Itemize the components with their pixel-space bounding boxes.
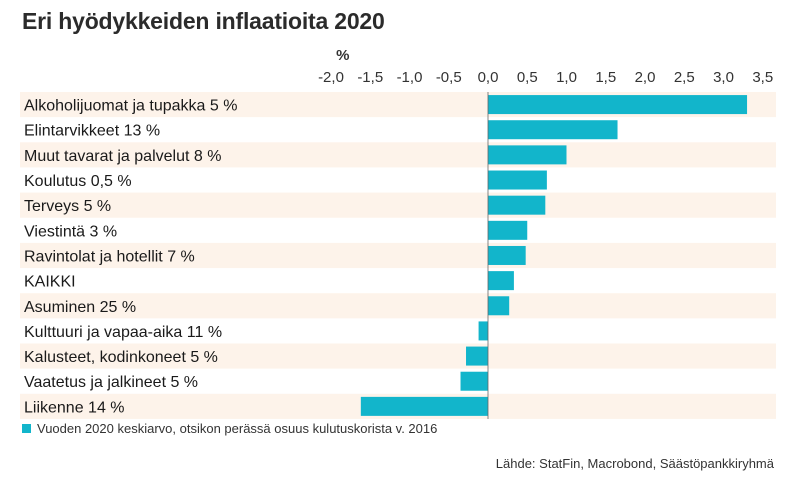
- x-tick-label: -0,5: [436, 69, 462, 86]
- bar: [488, 220, 528, 240]
- row-band: [20, 343, 776, 369]
- x-tick-label: 1,5: [595, 69, 616, 86]
- category-label: Elintarvikkeet 13 %: [24, 123, 160, 140]
- category-labels: Alkoholijuomat ja tupakka 5 % Elintarvikk…: [24, 98, 237, 417]
- x-tick-label: -1,5: [357, 69, 383, 86]
- x-tick-label: 1,0: [556, 69, 577, 86]
- category-label: Vaatetus ja jalkineet 5 %: [24, 374, 198, 391]
- x-tick-label: 3,5: [752, 69, 773, 86]
- category-label: KAIKKI: [24, 274, 76, 291]
- x-tick-label: 2,0: [635, 69, 656, 86]
- bars: [360, 95, 748, 416]
- row-band: [20, 293, 776, 319]
- bar: [360, 396, 488, 416]
- x-tick-label: 0,5: [517, 69, 538, 86]
- category-label: Kulttuuri ja vapaa-aika 11 %: [24, 324, 222, 341]
- row-band: [20, 142, 776, 168]
- bar: [488, 296, 510, 316]
- bar: [488, 95, 748, 115]
- bar: [488, 170, 547, 190]
- chart-title: Eri hyödykkeiden inflaatioita 2020: [22, 8, 385, 34]
- category-label: Kalusteet, kodinkoneet 5 %: [24, 349, 218, 366]
- category-label: Viestintä 3 %: [24, 223, 117, 240]
- bar: [466, 346, 488, 366]
- bar: [488, 145, 567, 165]
- legend-label: Vuoden 2020 keskiarvo, otsikon perässä o…: [37, 421, 438, 436]
- x-axis-unit-label: %: [336, 47, 349, 64]
- bar: [488, 271, 514, 291]
- x-tick-label: -2,0: [318, 69, 344, 86]
- row-band: [20, 242, 776, 269]
- category-label: Ravintolat ja hotellit 7 %: [24, 248, 195, 265]
- x-tick-label: -1,0: [397, 69, 423, 86]
- bar: [478, 321, 488, 341]
- bar: [488, 245, 526, 265]
- row-band: [20, 192, 776, 218]
- bar: [488, 120, 618, 140]
- category-label: Asuminen 25 %: [24, 299, 136, 316]
- bar: [488, 195, 546, 215]
- category-label: Alkoholijuomat ja tupakka 5 %: [24, 98, 237, 115]
- category-label: Liikenne 14 %: [24, 399, 125, 416]
- x-tick-label: 3,0: [713, 69, 734, 86]
- category-label: Muut tavarat ja palvelut 8 %: [24, 148, 221, 165]
- legend: Vuoden 2020 keskiarvo, otsikon perässä o…: [22, 421, 437, 436]
- x-tick-label: 2,5: [674, 69, 695, 86]
- source-note: Lähde: StatFin, Macrobond, Säästöpankkir…: [495, 456, 774, 471]
- x-axis-ticks: -2,0 -1,5 -1,0 -0,5 0,0 0,5 1,0 1,5 2,0 2,5 3,0 3,5: [318, 69, 773, 86]
- category-label: Terveys 5 %: [24, 198, 111, 215]
- bar: [460, 371, 488, 391]
- category-label: Koulutus 0,5 %: [24, 173, 132, 190]
- legend-swatch: [22, 424, 31, 433]
- x-tick-label: 0,0: [478, 69, 499, 86]
